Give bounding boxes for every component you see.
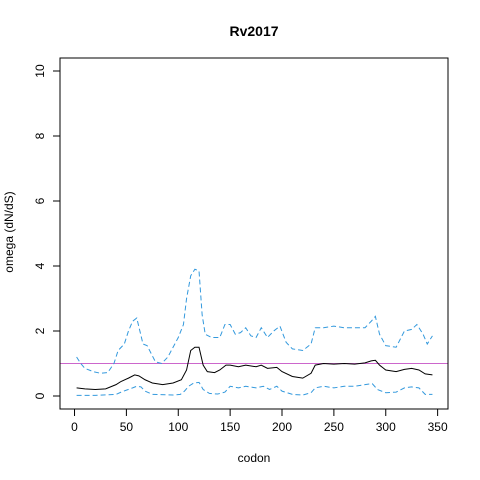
x-tick-label: 100 bbox=[168, 420, 188, 434]
x-axis-label: codon bbox=[238, 451, 271, 465]
x-tick-label: 150 bbox=[220, 420, 240, 434]
x-tick-label: 300 bbox=[376, 420, 396, 434]
y-tick-label: 8 bbox=[33, 132, 47, 139]
x-tick-label: 50 bbox=[120, 420, 134, 434]
y-tick-label: 2 bbox=[33, 327, 47, 334]
x-tick-label: 200 bbox=[272, 420, 292, 434]
x-tick-label: 0 bbox=[71, 420, 78, 434]
y-tick-label: 0 bbox=[33, 392, 47, 399]
series-layer bbox=[60, 268, 448, 396]
dashed-series-line bbox=[76, 268, 433, 374]
plot-frame bbox=[59, 57, 449, 410]
y-tick-label: 4 bbox=[33, 262, 47, 269]
x-tick-label: 250 bbox=[324, 420, 344, 434]
solid-series-line bbox=[76, 346, 433, 391]
y-tick-label: 10 bbox=[33, 64, 47, 78]
axes-layer: 0 50 100 150 200 250 300 350 0 2 4 6 8 10 bbox=[33, 64, 448, 434]
chart-title: Rv2017 bbox=[229, 23, 278, 39]
y-axis-label: omega (dN/dS) bbox=[2, 191, 16, 272]
y-tick-label: 6 bbox=[33, 197, 47, 204]
x-tick-label: 350 bbox=[428, 420, 448, 434]
dashed-series-line bbox=[76, 381, 433, 396]
